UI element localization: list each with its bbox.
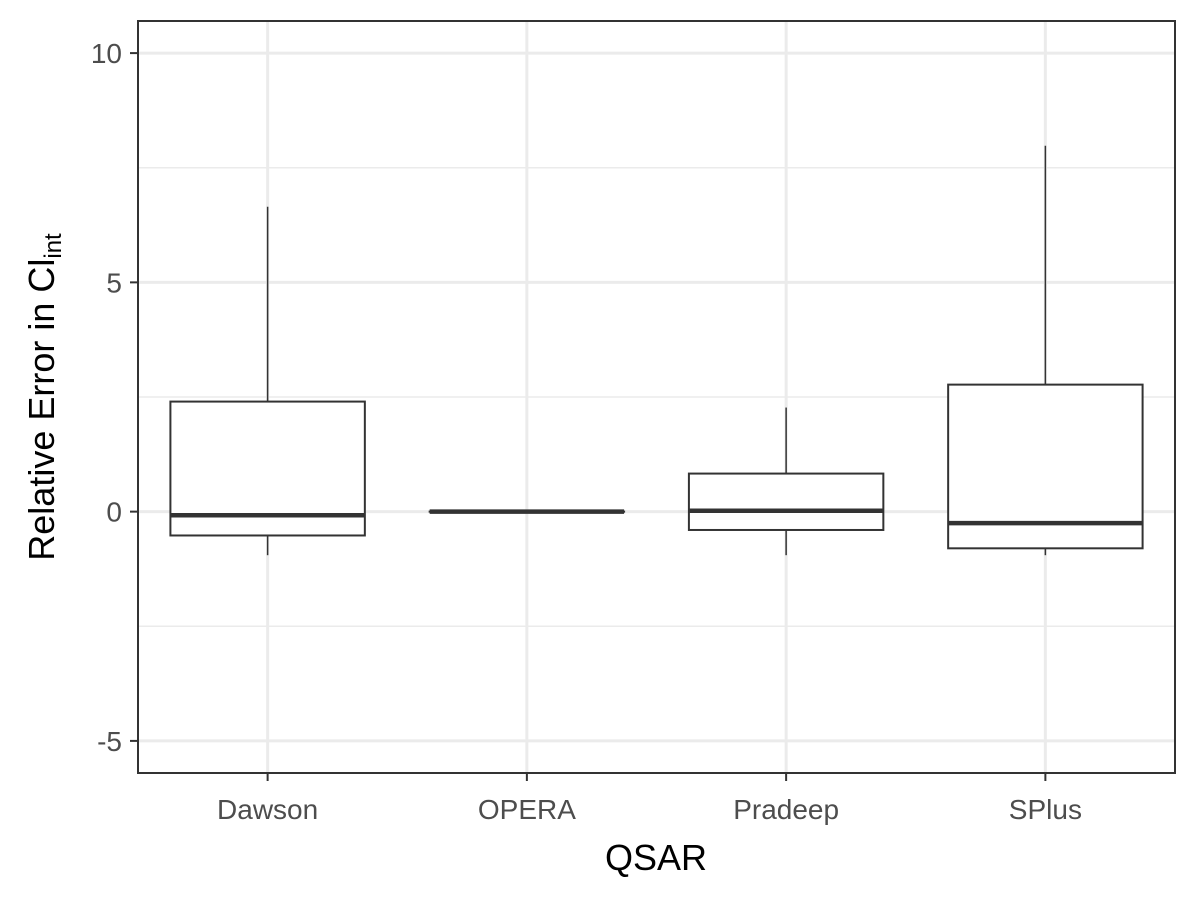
- y-tick-label: 0: [106, 497, 122, 528]
- y-tick-label: 5: [106, 267, 122, 298]
- y-axis-title: Relative Error in Clint: [21, 233, 67, 561]
- x-tick-label: SPlus: [1009, 794, 1082, 825]
- box-series: [169, 145, 1144, 556]
- y-axis-title-subscript: int: [40, 233, 67, 259]
- x-tick-label: Pradeep: [733, 794, 839, 825]
- x-axis-title: QSAR: [605, 837, 707, 878]
- y-axis-title-main: Relative Error in Cl: [21, 259, 62, 561]
- x-tick-label: OPERA: [478, 794, 576, 825]
- box-splus: [947, 145, 1144, 556]
- iqr-box-pradeep: [687, 472, 885, 531]
- axes: -5 0 5 10 Dawson OPERA Pradeep SPlus: [91, 38, 1082, 825]
- x-tick-label: Dawson: [217, 794, 318, 825]
- box-dawson: [169, 206, 366, 556]
- box-pradeep: [687, 407, 885, 556]
- y-tick-label: -5: [97, 726, 122, 757]
- plot-panel-border: [137, 20, 1176, 774]
- y-tick-label: 10: [91, 38, 122, 69]
